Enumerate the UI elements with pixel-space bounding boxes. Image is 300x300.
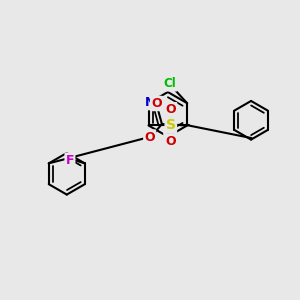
Text: O: O — [144, 130, 155, 144]
Text: N: N — [145, 96, 155, 109]
Text: N: N — [164, 130, 175, 143]
Text: O: O — [166, 135, 176, 148]
Text: S: S — [166, 118, 176, 133]
Text: O: O — [151, 97, 162, 110]
Text: F: F — [66, 154, 74, 166]
Text: O: O — [166, 103, 176, 116]
Text: Cl: Cl — [164, 77, 176, 90]
